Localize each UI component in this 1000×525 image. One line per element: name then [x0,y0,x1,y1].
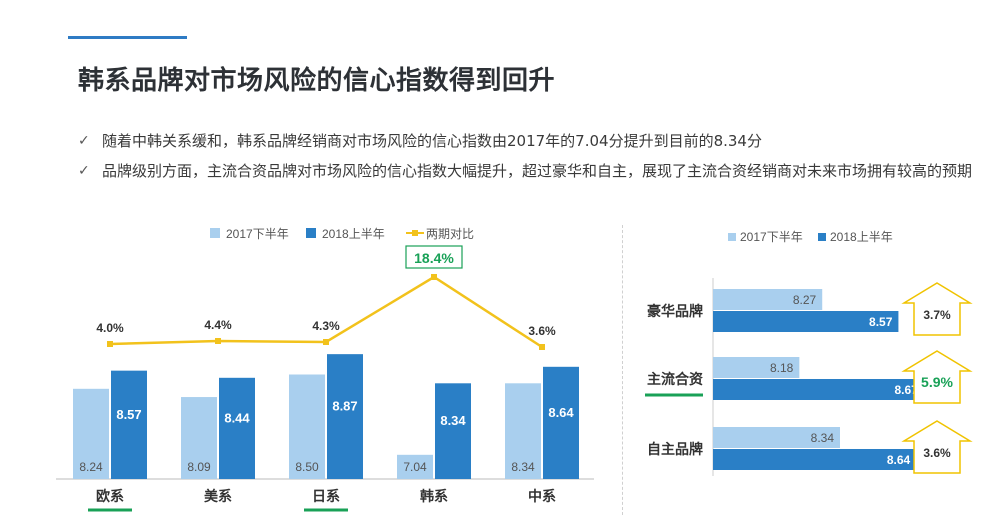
hbar-value-2017h2: 8.27 [793,293,817,307]
comparison-marker [107,341,113,347]
hbar-value-2018h1: 8.64 [887,453,911,467]
bullet-list: ✓ 随着中韩关系缓和，韩系品牌经销商对市场风险的信心指数由2017年的7.04分… [78,128,978,184]
legend-label: 两期对比 [426,227,474,241]
legend-label: 2017下半年 [226,227,289,241]
hbar-2017h2 [713,357,800,378]
bar-2017h2 [397,454,433,479]
bar-2017h2 [73,388,109,479]
bar-value-2017h2: 7.04 [403,460,427,474]
change-label: 3.6% [923,446,951,460]
bullet-item: ✓ 随着中韩关系缓和，韩系品牌经销商对市场风险的信心指数由2017年的7.04分… [78,128,978,154]
bar-2017h2 [505,383,541,479]
bar-2018h1 [543,366,579,479]
bar-2018h1 [327,354,363,479]
legend-line-marker [412,230,418,236]
comparison-label: 18.4% [414,250,454,266]
legend-label: 2018上半年 [830,230,893,244]
hbar-2018h1 [713,311,899,332]
bar-2018h1 [111,370,147,479]
bar-value-2018h1: 8.44 [224,410,250,425]
hbar-value-2017h2: 8.18 [770,361,794,375]
category-label: 主流合资 [647,371,703,388]
bar-value-2017h2: 8.34 [511,460,535,474]
bar-2017h2 [289,374,325,479]
legend-swatch [210,228,220,238]
comparison-label: 3.6% [528,324,556,338]
category-label: 豪华品牌 [647,303,703,320]
page-title: 韩系品牌对市场风险的信心指数得到回升 [78,66,556,96]
category-label: 日系 [312,488,340,505]
bar-value-2017h2: 8.50 [295,460,319,474]
bar-2018h1 [219,377,255,479]
check-icon: ✓ [78,133,90,149]
bar-2018h1 [435,383,471,479]
bar-value-2017h2: 8.24 [79,460,103,474]
top-accent-line [68,36,187,39]
category-label: 中系 [528,488,556,505]
comparison-marker [539,344,545,350]
bar-value-2018h1: 8.87 [332,399,357,414]
chart-divider [622,225,623,515]
bar-value-2018h1: 8.34 [440,413,466,428]
comparison-marker [431,274,437,280]
category-label: 韩系 [420,488,448,505]
bullet-text: 品牌级别方面，主流合资品牌对市场风险的信心指数大幅提升，超过豪华和自主，展现了主… [102,162,973,180]
hbar-value-2017h2: 8.34 [811,431,835,445]
legend-swatch [728,233,736,241]
hbar-value-2018h1: 8.57 [869,315,893,329]
change-label: 5.9% [921,374,953,390]
bar-value-2018h1: 8.57 [116,407,141,422]
bar-2017h2 [181,397,217,479]
legend-swatch [818,233,826,241]
category-label: 欧系 [96,488,124,505]
bar-value-2017h2: 8.09 [187,460,211,474]
legend-label: 2017下半年 [740,230,803,244]
hbar-2018h1 [713,379,924,400]
comparison-label: 4.3% [312,319,340,333]
change-label: 3.7% [923,308,951,322]
up-arrow-icon [901,420,973,474]
bullet-item: ✓ 品牌级别方面，主流合资品牌对市场风险的信心指数大幅提升，超过豪华和自主，展现… [78,158,978,184]
hbar-value-2018h1: 8.67 [894,383,918,397]
up-arrow-icon [901,282,973,336]
hbar-2017h2 [713,289,823,310]
comparison-marker [215,338,221,344]
category-label: 美系 [204,488,232,505]
legend-label: 2018上半年 [322,227,385,241]
highlight-box [405,245,463,269]
bar-value-2018h1: 8.64 [548,405,574,420]
hbar-2018h1 [713,449,917,470]
category-label: 自主品牌 [647,441,703,458]
bullet-text: 随着中韩关系缓和，韩系品牌经销商对市场风险的信心指数由2017年的7.04分提升… [102,132,762,150]
legend-swatch [306,228,316,238]
check-icon: ✓ [78,163,90,179]
comparison-marker [323,339,329,345]
comparison-label: 4.4% [204,318,232,332]
up-arrow-icon [901,350,973,404]
comparison-label: 4.0% [96,321,124,335]
hbar-2017h2 [713,427,840,448]
